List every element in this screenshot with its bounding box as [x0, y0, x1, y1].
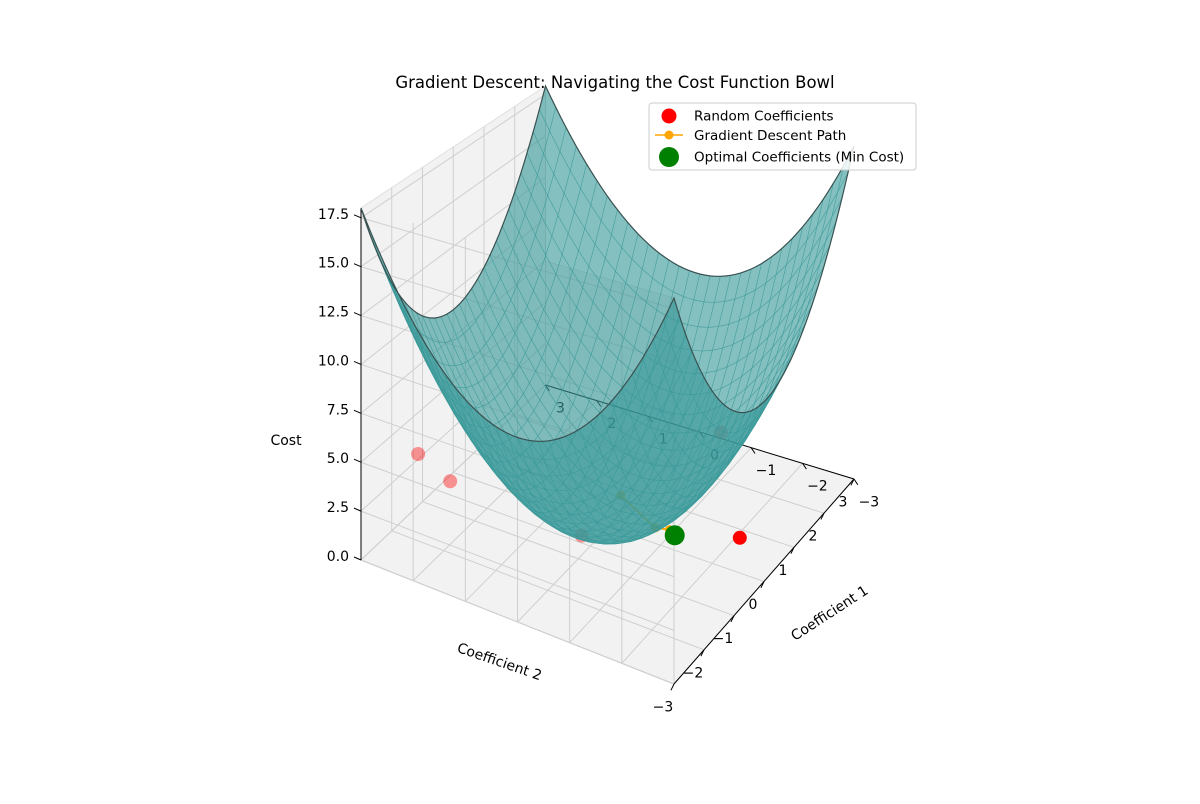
x-tick-3-label: 0 [749, 597, 758, 613]
chart-title: Gradient Descent: Navigating the Cost Fu… [395, 73, 834, 92]
grid-z-right-7 [360, 93, 546, 219]
grid-z-left-2 [360, 461, 675, 578]
grid-y-floor-1 [621, 462, 803, 664]
x-tick-3-mark [760, 581, 765, 589]
z-tick-6-mark [353, 263, 362, 268]
grid-z-right-6 [360, 135, 546, 268]
legend-frame [648, 102, 917, 171]
z-tick-5-label: 12.5 [318, 305, 349, 321]
x-tick-6-mark [850, 478, 855, 486]
y-tick-1-label: −2 [807, 479, 828, 495]
legend-label-random: Random Coefficients [694, 109, 834, 125]
legend-marker-random [661, 108, 677, 124]
y-axis-label: Coefficient 2 [455, 640, 544, 684]
x-tick-0-mark [670, 683, 675, 691]
grid-z-left-0 [360, 559, 675, 685]
x-tick-2-label: −1 [713, 631, 734, 647]
x-tick-6-label: 3 [839, 495, 848, 511]
z-tick-5-mark [353, 312, 362, 317]
x-tick-5-label: 2 [809, 529, 818, 545]
z-tick-7-mark [353, 214, 362, 219]
z-tick-1-mark [353, 507, 362, 512]
y-tick-0-label: −3 [859, 494, 880, 510]
x-tick-4-label: 1 [779, 563, 788, 579]
y-tick-0-mark [853, 478, 859, 486]
marks-in-front [664, 525, 747, 546]
z-tick-4-mark [353, 360, 362, 365]
legend: Random Coefficients Gradient Descent Pat… [648, 102, 917, 171]
legend-label-optimal: Optimal Coefficients (Min Cost) [694, 150, 904, 166]
x-axis-label: Coefficient 1 [788, 583, 871, 645]
z-tick-6-label: 15.0 [318, 256, 349, 272]
z-tick-3-label: 7.5 [327, 402, 349, 418]
y-tick-2-label: −1 [756, 463, 777, 479]
z-tick-2-label: 5.0 [327, 451, 349, 467]
z-tick-0-label: 0.0 [327, 549, 349, 565]
x-tick-0-label: −3 [653, 700, 674, 716]
x-tick-2-mark [730, 615, 735, 623]
cost-surface [360, 84, 855, 545]
x-tick-4-mark [790, 547, 795, 554]
random-point-0 [732, 530, 747, 545]
grid-y-floor-2 [569, 447, 752, 644]
y-tick-1-mark [802, 463, 807, 470]
random-point-4 [411, 447, 426, 461]
x-tick-1-mark [700, 649, 705, 657]
z-tick-3-mark [353, 409, 362, 414]
legend-marker-optimal [659, 147, 679, 167]
z-tick-0-mark [353, 556, 362, 561]
z-tick-7-label: 17.5 [318, 207, 349, 223]
z-tick-4-label: 10.0 [318, 353, 349, 369]
grid-z-left-1 [360, 510, 675, 631]
y-tick-2-mark [750, 447, 756, 454]
optimal-point-0 [664, 525, 685, 546]
x-tick-1-label: −2 [683, 665, 704, 681]
random-point-3 [443, 474, 458, 489]
surface-outline [360, 84, 855, 442]
z-tick-1-label: 2.5 [327, 500, 349, 516]
legend-marker-path [664, 130, 674, 140]
z-tick-2-mark [353, 458, 362, 463]
x-tick-5-mark [820, 512, 825, 520]
legend-label-path: Gradient Descent Path [694, 128, 846, 144]
z-axis-label: Cost [270, 433, 302, 449]
